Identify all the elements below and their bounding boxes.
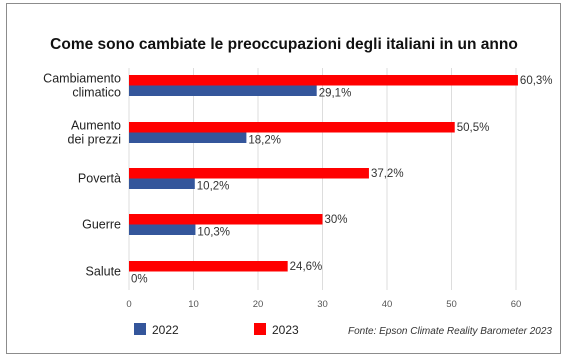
source-note: Fonte: Epson Climate Reality Barometer 2… (348, 326, 552, 337)
data-label-2023: 24,6% (290, 261, 323, 273)
bar-chart: Come sono cambiate le preoccupazioni deg… (43, 36, 553, 337)
data-label-2023: 60,3% (520, 75, 553, 87)
bar-2022 (129, 224, 196, 235)
category-label: dei prezzi (68, 133, 122, 147)
bar-2023 (129, 122, 455, 133)
x-tick-label: 30 (317, 299, 328, 310)
category-label: Povertà (78, 172, 121, 186)
category-label: climatico (72, 86, 121, 100)
category-label: Aumento (71, 119, 121, 133)
bar-2023 (129, 75, 518, 86)
bar-2022 (129, 178, 195, 189)
data-label-2023: 50,5% (457, 122, 490, 134)
data-label-2022: 0% (131, 274, 148, 286)
bar-2023 (129, 214, 323, 225)
chart-frame: Come sono cambiate le preoccupazioni deg… (6, 3, 561, 354)
x-tick-label: 10 (188, 299, 199, 310)
legend-swatch-2023 (254, 323, 266, 335)
x-tick-label: 40 (382, 299, 393, 310)
category-label: Salute (86, 265, 121, 279)
legend-label-2023: 2023 (272, 323, 299, 337)
legend-label-2022: 2022 (152, 323, 179, 337)
data-label-2022: 29,1% (319, 88, 352, 100)
bar-2023 (129, 261, 288, 272)
x-tick-label: 60 (511, 299, 522, 310)
data-label-2023: 37,2% (371, 168, 404, 180)
chart-title: Come sono cambiate le preoccupazioni deg… (50, 36, 518, 53)
legend-swatch-2022 (134, 323, 146, 335)
x-tick-label: 50 (446, 299, 457, 310)
data-label-2023: 30% (325, 214, 348, 226)
category-label: Cambiamento (43, 72, 121, 86)
bar-2023 (129, 168, 369, 179)
data-label-2022: 10,3% (197, 227, 230, 239)
x-tick-label: 20 (253, 299, 264, 310)
data-label-2022: 10,2% (197, 181, 230, 193)
category-label: Guerre (82, 218, 121, 232)
x-tick-label: 0 (126, 299, 131, 310)
data-label-2022: 18,2% (248, 135, 281, 147)
bar-2022 (129, 85, 317, 96)
bar-2022 (129, 132, 247, 143)
